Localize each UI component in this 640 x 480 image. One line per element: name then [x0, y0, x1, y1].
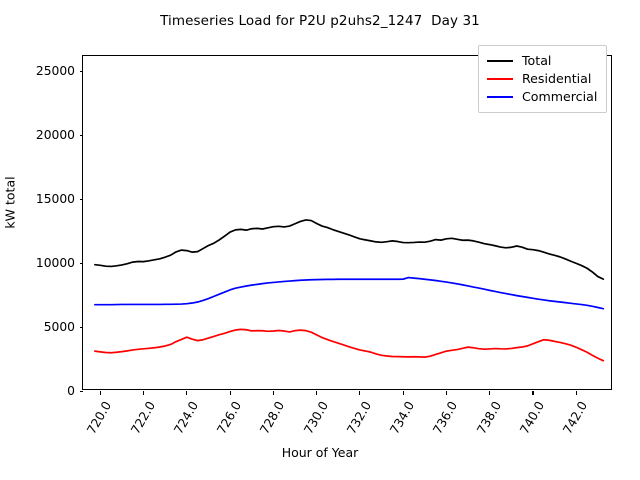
legend-item: Residential: [487, 70, 597, 88]
x-tick-label: 720.0: [84, 399, 115, 437]
x-tick-label: 734.0: [387, 399, 418, 437]
chart-legend: Total Residential Commercial: [478, 45, 608, 113]
y-tick-label: 25000: [35, 64, 75, 79]
x-tick-label: 740.0: [517, 399, 548, 437]
x-tick-mark: [532, 391, 534, 395]
x-tick-mark: [229, 391, 231, 395]
x-tick-label: 742.0: [560, 399, 591, 437]
plot-lines: [94, 219, 605, 362]
legend-item: Commercial: [487, 88, 597, 106]
x-tick-label: 730.0: [301, 399, 331, 437]
x-tick-label: 728.0: [257, 399, 288, 437]
x-tick-label: 726.0: [214, 399, 245, 437]
legend-item: Total: [487, 52, 597, 70]
x-tick-mark: [359, 391, 361, 395]
series-line-residential: [94, 328, 605, 362]
x-tick-mark: [99, 391, 101, 395]
y-tick-label: 0: [67, 384, 75, 398]
y-tick-label: 20000: [35, 128, 75, 143]
x-tick-label: 732.0: [344, 399, 375, 437]
y-tick-mark: [79, 198, 83, 200]
x-tick-mark: [143, 391, 145, 395]
chart-title: Timeseries Load for P2U p2uhs2_1247 Day …: [160, 13, 480, 29]
y-tick-mark: [79, 326, 83, 328]
x-tick-label: 724.0: [171, 399, 201, 437]
legend-label: Residential: [522, 70, 592, 86]
x-tick-mark: [402, 391, 404, 395]
x-axis-label: Hour of Year: [281, 445, 359, 460]
y-tick-label: 15000: [35, 192, 75, 207]
series-line-commercial: [94, 276, 605, 310]
legend-label: Total: [522, 52, 552, 68]
y-axis-label: kW total: [2, 176, 18, 229]
y-tick-mark: [79, 262, 83, 264]
x-tick-mark: [489, 391, 491, 395]
x-tick-label: 738.0: [474, 399, 504, 437]
x-tick-mark: [445, 391, 448, 395]
legend-color-swatch: [487, 59, 513, 63]
x-tick-label: 722.0: [127, 399, 158, 437]
plot-area: 0 5000 10000 15000 20000 25000 720.0 722.0 724.0…: [36, 55, 612, 437]
legend-label: Commercial: [522, 88, 598, 104]
y-tick-mark: [79, 70, 83, 72]
x-tick-mark: [272, 391, 274, 395]
x-tick-mark: [575, 391, 577, 395]
x-tick-label: 736.0: [430, 399, 461, 437]
series-line-total: [94, 219, 605, 280]
x-tick-mark: [186, 391, 188, 395]
legend-color-swatch: [487, 77, 513, 81]
legend-color-swatch: [487, 95, 513, 99]
y-tick-label: 5000: [43, 320, 75, 335]
y-tick-mark: [79, 390, 83, 392]
x-tick-mark: [316, 391, 318, 395]
y-tick-mark: [79, 134, 83, 136]
y-tick-label: 10000: [35, 256, 75, 271]
